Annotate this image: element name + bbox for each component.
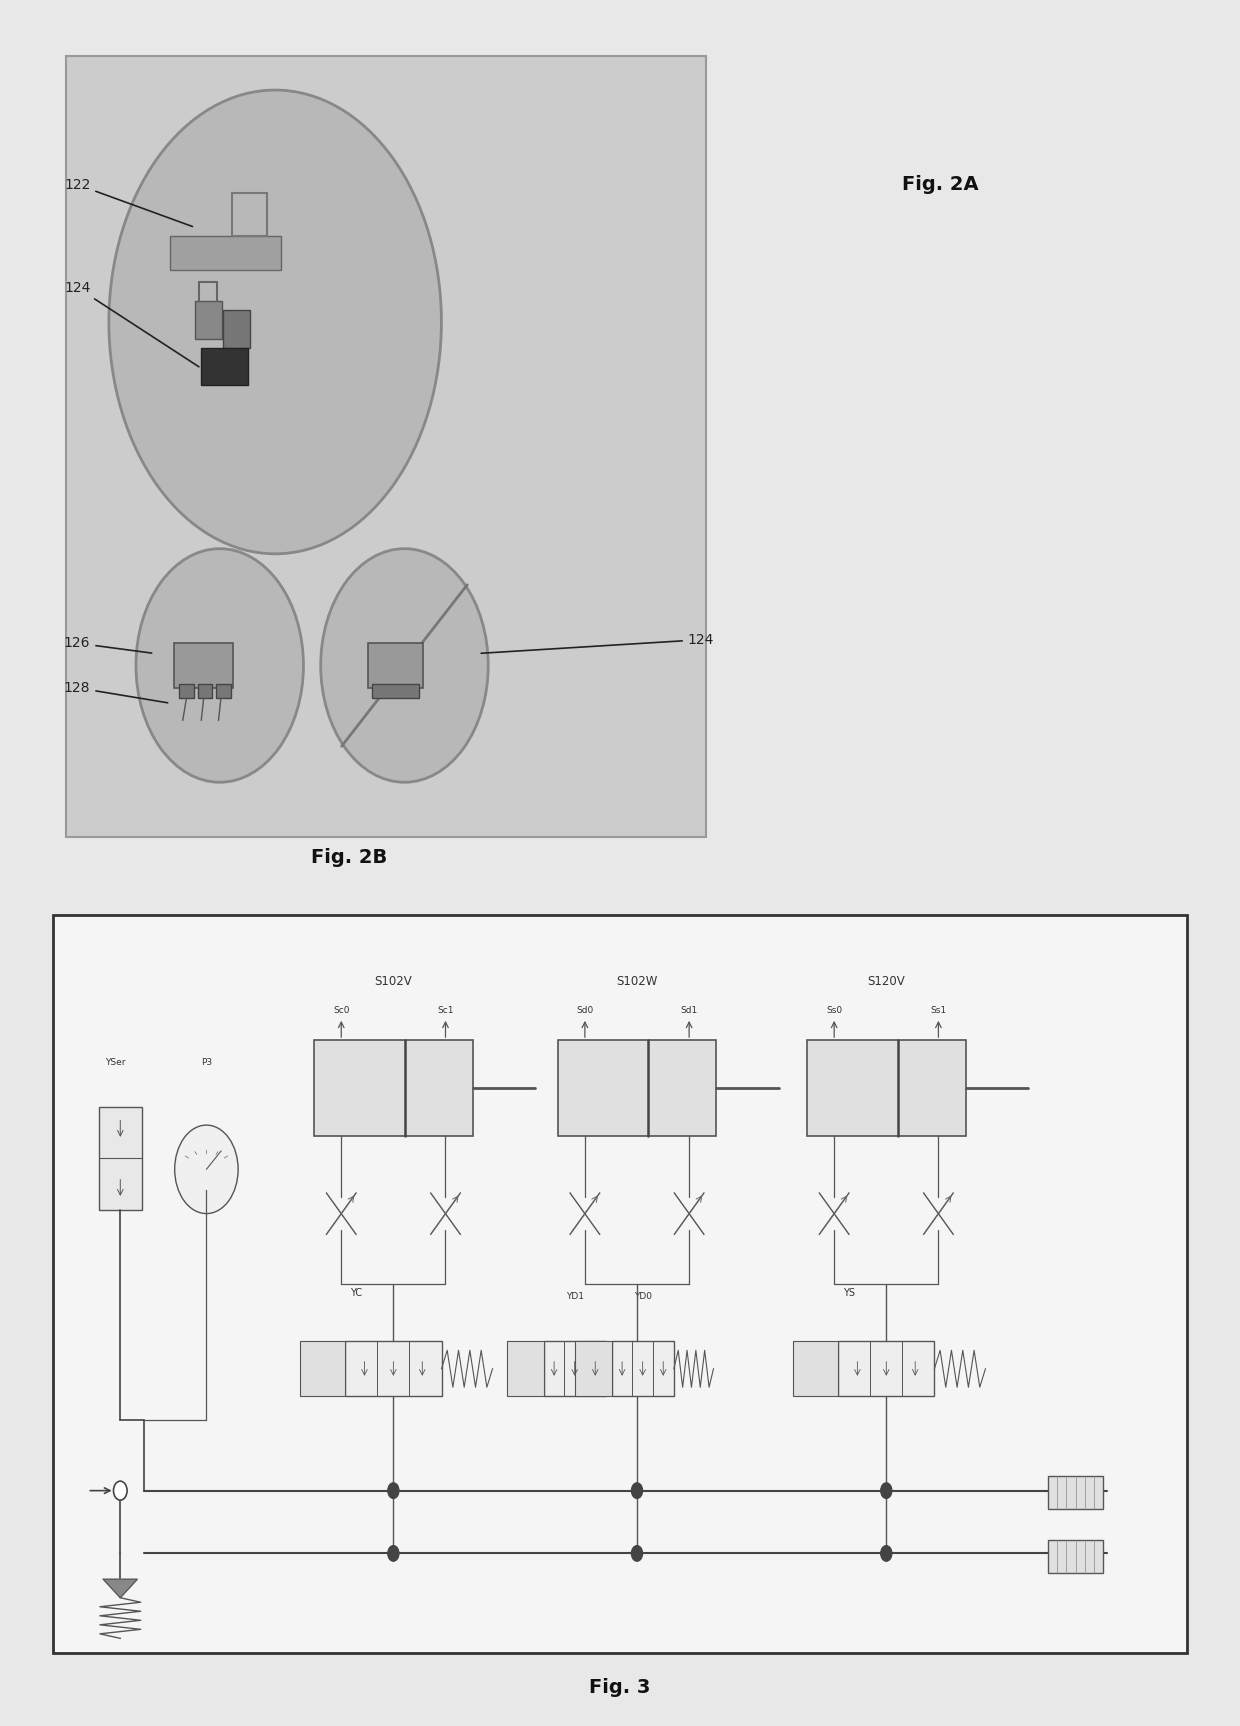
Text: S102V: S102V: [374, 975, 412, 987]
Text: S102W: S102W: [616, 975, 657, 987]
Text: Sc0: Sc0: [334, 1006, 350, 1015]
Circle shape: [136, 549, 304, 782]
Text: Ss0: Ss0: [826, 1006, 842, 1015]
Bar: [223, 311, 250, 347]
Bar: [1048, 1476, 1102, 1509]
Text: 126: 126: [64, 637, 151, 652]
Bar: [179, 685, 193, 697]
Bar: [575, 1341, 611, 1396]
Bar: [66, 55, 707, 837]
Bar: [838, 1341, 935, 1396]
Text: Sc1: Sc1: [438, 1006, 454, 1015]
Circle shape: [631, 1545, 642, 1562]
Text: S120V: S120V: [868, 975, 905, 987]
Bar: [611, 1341, 673, 1396]
Bar: [345, 1341, 441, 1396]
Text: 124: 124: [481, 633, 714, 652]
Circle shape: [109, 90, 441, 554]
Bar: [1048, 1540, 1102, 1574]
Circle shape: [114, 1481, 126, 1500]
Bar: [201, 347, 248, 385]
Text: Fig. 2B: Fig. 2B: [311, 849, 387, 868]
Text: P3: P3: [201, 1058, 212, 1067]
Circle shape: [631, 1483, 642, 1498]
Bar: [195, 302, 222, 338]
Bar: [53, 915, 1187, 1654]
Text: Sd0: Sd0: [577, 1006, 594, 1015]
Circle shape: [321, 549, 489, 782]
Bar: [807, 1041, 966, 1136]
Bar: [300, 1341, 345, 1396]
Text: YS: YS: [843, 1288, 856, 1298]
Text: 128: 128: [64, 680, 167, 702]
Text: Fig. 3: Fig. 3: [589, 1678, 651, 1697]
Text: YSer: YSer: [105, 1058, 126, 1067]
Bar: [507, 1341, 543, 1396]
Text: 122: 122: [64, 178, 192, 226]
Bar: [174, 644, 233, 687]
Bar: [232, 193, 267, 236]
Text: YD1: YD1: [565, 1293, 584, 1301]
Bar: [216, 685, 231, 697]
Bar: [558, 1041, 717, 1136]
Text: 124: 124: [64, 281, 198, 368]
Circle shape: [880, 1483, 892, 1498]
Text: Sd1: Sd1: [681, 1006, 698, 1015]
Text: YD0: YD0: [634, 1293, 652, 1301]
Bar: [170, 236, 281, 271]
Bar: [792, 1341, 838, 1396]
Circle shape: [880, 1545, 892, 1562]
Bar: [367, 644, 423, 687]
Polygon shape: [103, 1579, 138, 1598]
Text: Fig. 2A: Fig. 2A: [901, 174, 978, 193]
Bar: [372, 685, 419, 697]
Bar: [197, 685, 212, 697]
Bar: [314, 1041, 472, 1136]
Bar: [543, 1341, 606, 1396]
Bar: [99, 1106, 141, 1210]
Text: YC: YC: [351, 1288, 362, 1298]
Circle shape: [388, 1483, 399, 1498]
Circle shape: [388, 1545, 399, 1562]
Circle shape: [175, 1125, 238, 1213]
Text: Ss1: Ss1: [930, 1006, 946, 1015]
